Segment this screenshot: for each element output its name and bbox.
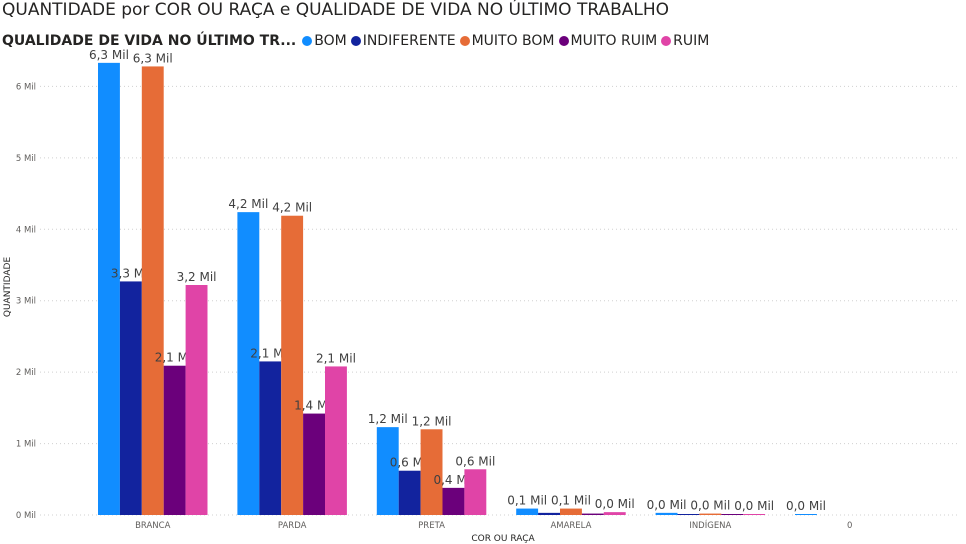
data-label: 2,1 Mil: [155, 351, 195, 365]
legend-item[interactable]: MUITO BOM: [459, 33, 555, 49]
data-label: 2,1 Mil: [316, 351, 356, 365]
x-tick-label: AMARELA: [550, 521, 591, 531]
data-label: 0,0 Mil: [647, 498, 687, 512]
y-tick-label: 1 Mil: [16, 440, 36, 450]
data-label: 1,2 Mil: [412, 414, 452, 428]
bar: [677, 514, 700, 515]
x-tick-label: INDÍGENA: [689, 519, 731, 531]
data-label: 2,1 Mil: [250, 346, 290, 360]
bar: [464, 469, 487, 515]
bar: [98, 62, 120, 515]
y-tick-label: 5 Mil: [16, 154, 36, 164]
bar: [743, 514, 766, 515]
bar: [795, 514, 817, 515]
y-tick-label: 2 Mil: [16, 368, 36, 378]
bar: [603, 512, 626, 515]
bar: [163, 365, 186, 515]
data-label: 6,3 Mil: [133, 51, 173, 65]
legend-item[interactable]: MUITO RUIM: [558, 33, 658, 49]
bar: [655, 512, 678, 515]
bar: [516, 508, 539, 515]
data-label: 0,0 Mil: [734, 499, 774, 513]
data-label: 1,4 Mil: [294, 399, 334, 413]
x-axis-title: COR OU RAÇA: [471, 534, 535, 544]
data-label: 0,0 Mil: [690, 499, 730, 513]
bar: [538, 512, 560, 515]
bar: [721, 514, 744, 515]
bar: [237, 212, 260, 515]
bar: [119, 281, 142, 515]
legend-item[interactable]: INDIFERENTE: [350, 33, 456, 49]
data-label: 6,3 Mil: [89, 48, 129, 62]
legend-marker: [558, 36, 569, 46]
legend-label: MUITO RUIM: [570, 33, 658, 49]
bar: [398, 470, 421, 515]
legend-marker: [661, 36, 672, 46]
y-tick-label: 4 Mil: [16, 225, 36, 235]
x-tick-label: PARDA: [278, 521, 307, 531]
x-tick-label: PRETA: [418, 521, 445, 531]
data-label: 0,6 Mil: [455, 454, 495, 468]
data-label: 3,3 Mil: [111, 266, 151, 280]
legend: QUALIDADE DE VIDA NO ÚLTIMO TR... BOM IND…: [2, 32, 713, 50]
legend-marker: [459, 36, 470, 46]
data-label: 1,2 Mil: [368, 412, 408, 426]
data-label: 0,4 Mil: [433, 473, 473, 487]
bar: [141, 66, 164, 515]
bar: [699, 513, 722, 515]
y-axis-title: QUANTIDADE: [3, 257, 13, 318]
bar: [376, 427, 399, 515]
data-label: 0,0 Mil: [786, 499, 826, 513]
chart-title: QUANTIDADE por COR OU RAÇA e QUALIDADE D…: [2, 0, 670, 20]
bar: [325, 366, 347, 515]
bar: [442, 487, 465, 515]
legend-label: RUIM: [673, 33, 710, 49]
bar: [185, 285, 208, 515]
legend-marker: [350, 36, 361, 46]
data-label: 4,2 Mil: [228, 197, 268, 211]
legend-marker: [302, 36, 313, 46]
legend-label: MUITO BOM: [471, 33, 555, 49]
data-label: 0,0 Mil: [595, 497, 635, 511]
x-tick-label: 0: [847, 521, 852, 531]
legend-item[interactable]: RUIM: [661, 33, 709, 49]
data-label: 0,1 Mil: [507, 494, 547, 508]
x-tick-label: BRANCA: [135, 521, 171, 531]
legend-label: INDIFERENTE: [362, 33, 456, 49]
bar: [420, 429, 443, 515]
legend-label: BOM: [314, 33, 347, 49]
bar: [303, 413, 325, 515]
y-tick-label: 0 Mil: [16, 511, 36, 521]
y-tick-label: 6 Mil: [16, 82, 36, 92]
bar: [259, 361, 282, 515]
data-label: 3,2 Mil: [177, 270, 217, 284]
bar: [560, 508, 582, 515]
legend-title: QUALIDADE DE VIDA NO ÚLTIMO TR...: [2, 33, 297, 49]
bar: [281, 215, 304, 515]
data-label: 4,2 Mil: [272, 201, 312, 215]
bar: [581, 513, 604, 515]
y-tick-label: 3 Mil: [16, 297, 36, 307]
data-label: 0,1 Mil: [551, 494, 591, 508]
legend-item[interactable]: BOM: [302, 33, 347, 49]
data-label: 0,6 Mil: [390, 456, 430, 470]
